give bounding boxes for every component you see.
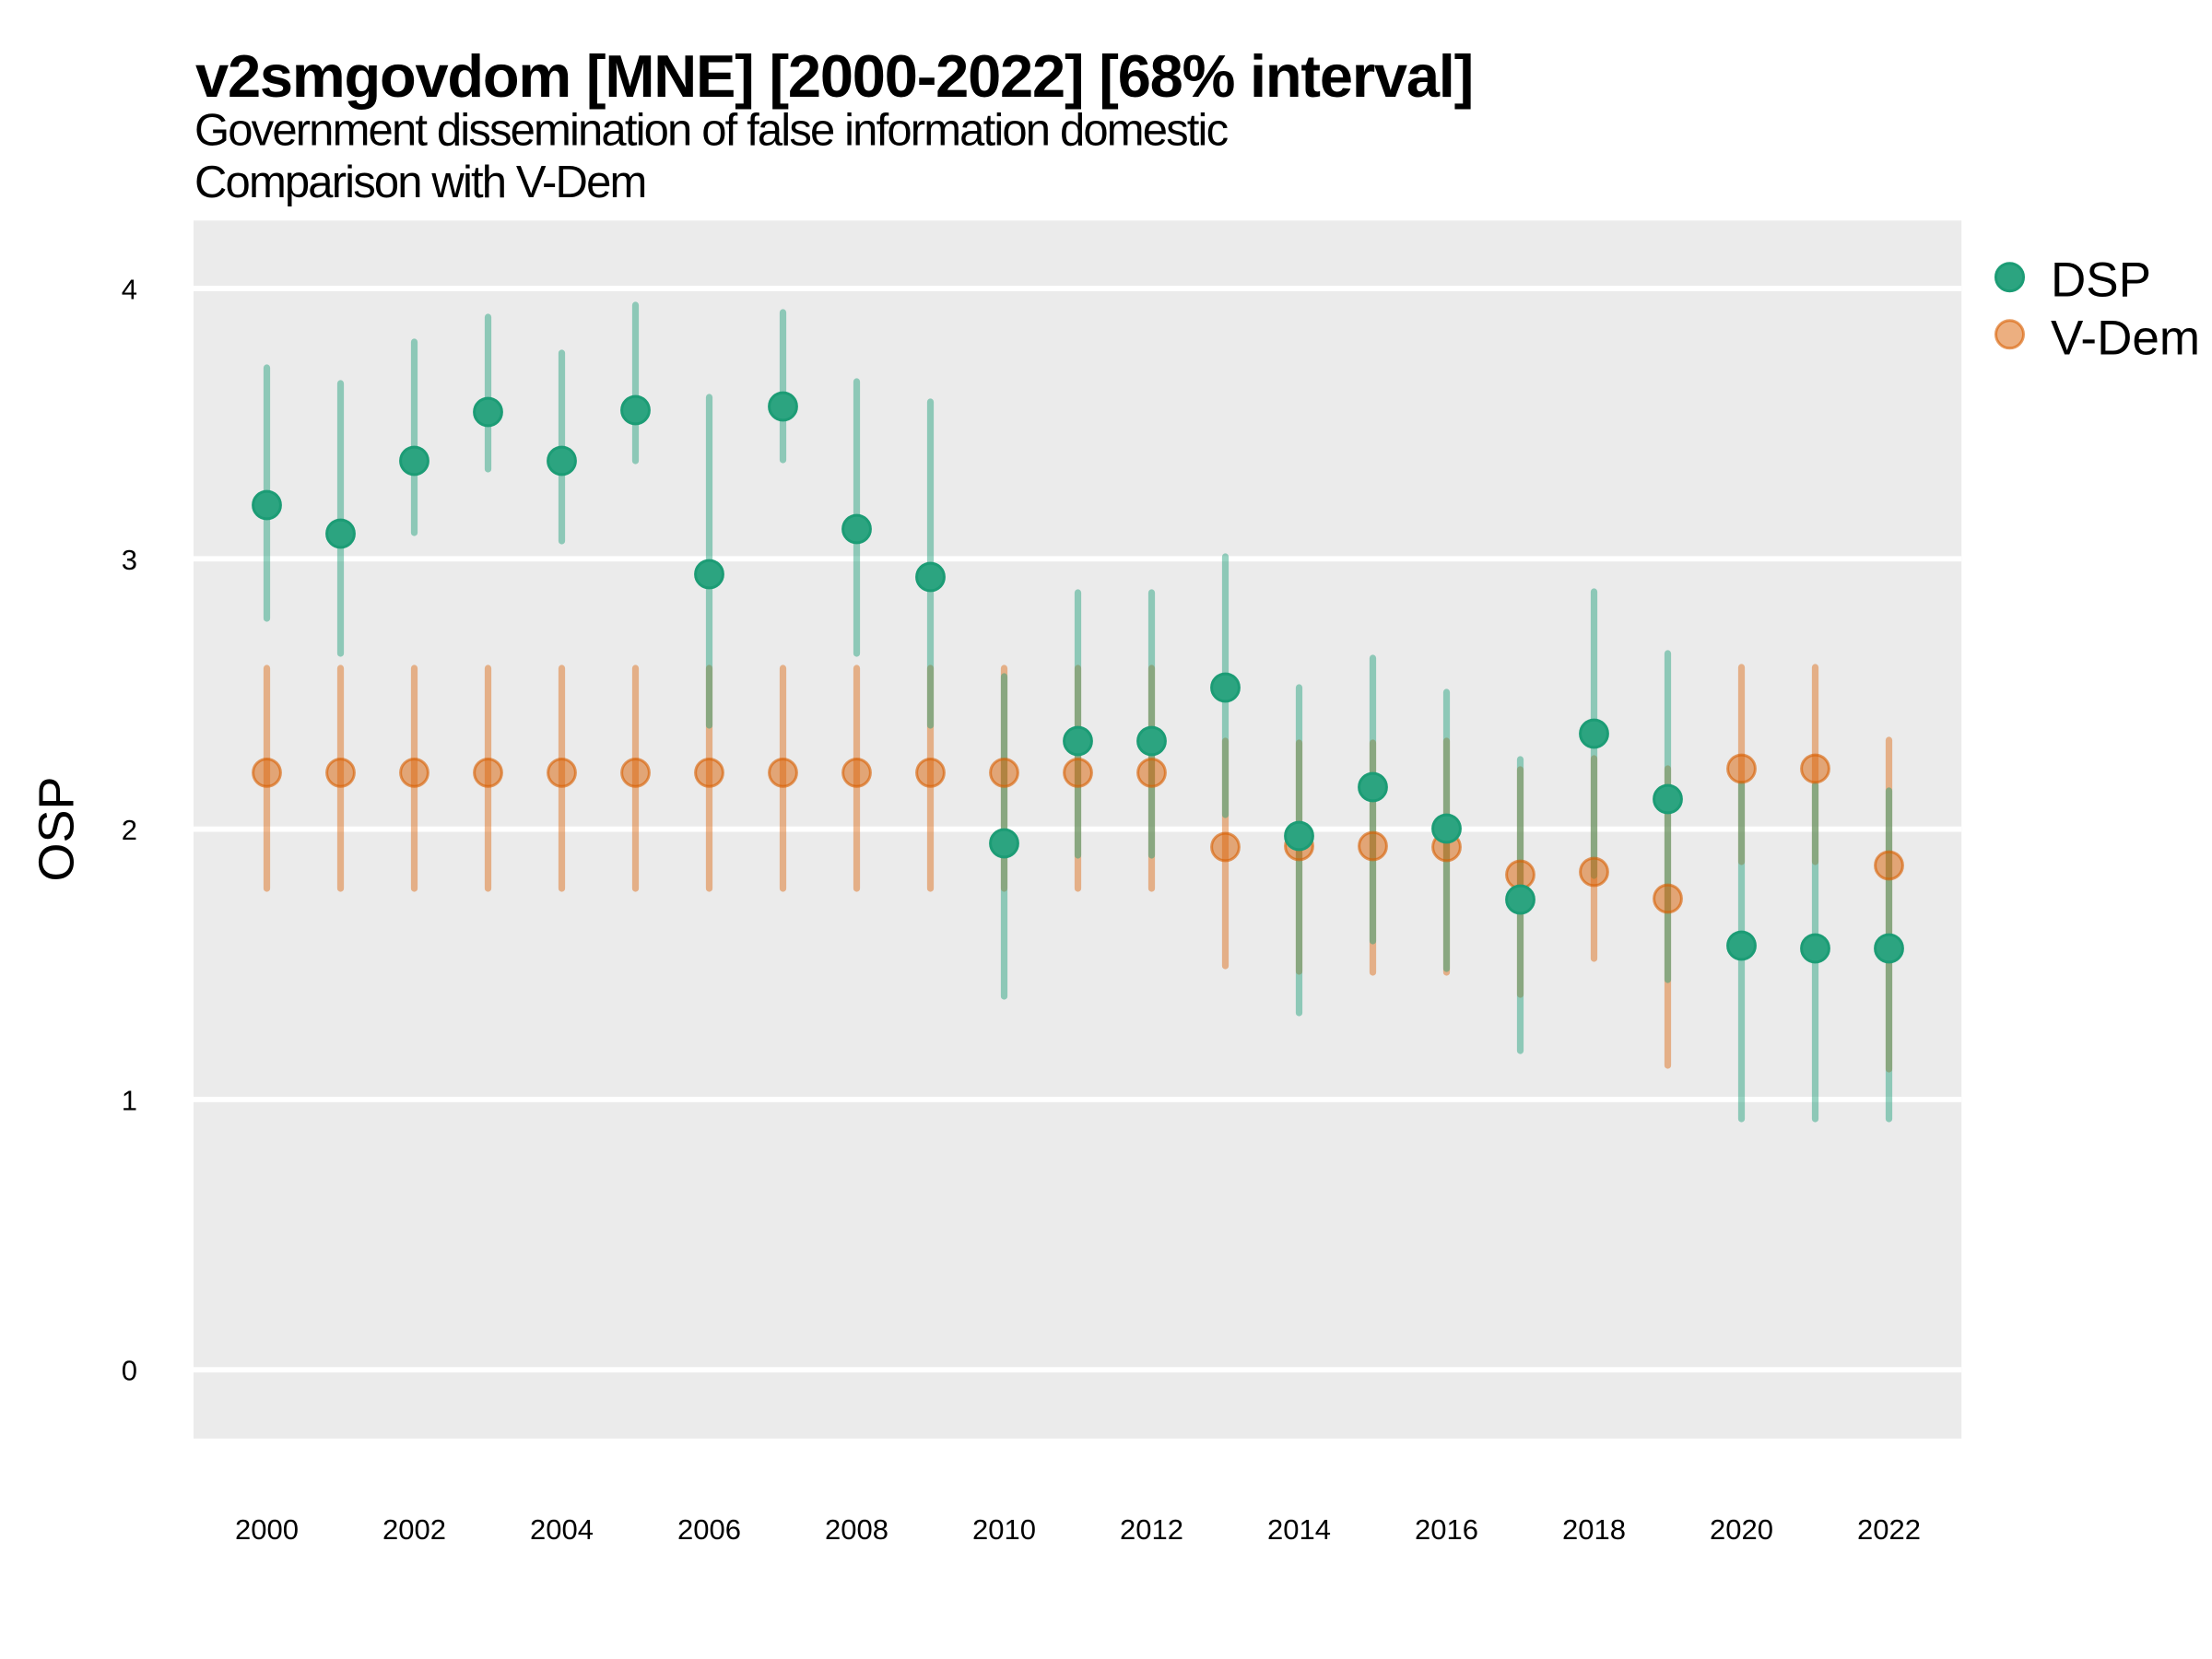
svg-text:2018: 2018 [1562,1513,1626,1546]
svg-text:Government dissemination of fa: Government dissemination of false inform… [194,106,1229,156]
svg-text:2020: 2020 [1710,1513,1773,1546]
svg-text:2000: 2000 [235,1513,299,1546]
svg-text:1: 1 [122,1084,137,1116]
svg-text:OSP: OSP [29,776,85,881]
svg-text:2004: 2004 [530,1513,594,1546]
svg-text:v2smgovdom [MNE] [2000-2022] [: v2smgovdom [MNE] [2000-2022] [68% interv… [195,42,1473,110]
svg-text:2: 2 [122,814,137,846]
svg-text:V-Dem: V-Dem [2051,311,2200,365]
svg-text:2012: 2012 [1120,1513,1183,1546]
svg-text:2022: 2022 [1857,1513,1921,1546]
svg-text:2006: 2006 [677,1513,741,1546]
svg-text:2010: 2010 [972,1513,1036,1546]
svg-text:DSP: DSP [2051,253,2151,308]
svg-text:2016: 2016 [1415,1513,1478,1546]
svg-text:2002: 2002 [382,1513,446,1546]
svg-text:2014: 2014 [1267,1513,1331,1546]
svg-text:0: 0 [122,1355,137,1387]
svg-text:Comparison with V-Dem: Comparison with V-Dem [194,158,645,207]
svg-text:3: 3 [122,544,137,576]
svg-text:4: 4 [122,274,137,306]
svg-text:2008: 2008 [825,1513,888,1546]
